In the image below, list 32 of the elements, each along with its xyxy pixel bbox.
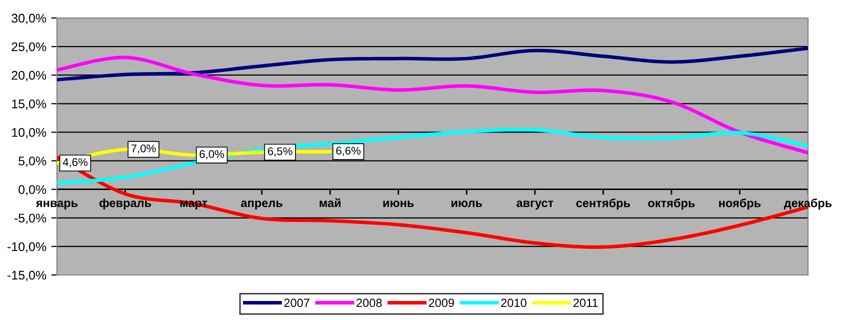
x-tick-label: май — [320, 198, 340, 208]
x-tick-label: апрель — [241, 200, 282, 210]
x-tick-label: февраль — [99, 198, 152, 210]
data-label: 4,6% — [62, 158, 88, 168]
y-tick-label: -5,0% — [14, 214, 46, 224]
data-label: 6,0% — [200, 150, 224, 160]
legend-label: 2011 — [573, 298, 598, 308]
x-tick-label: август — [516, 200, 554, 210]
data-label: 6,6% — [336, 146, 361, 156]
y-tick-label: 10,0% — [12, 128, 46, 138]
y-tick-label: 5,0% — [18, 156, 46, 167]
y-tick-label: 25,0% — [12, 42, 46, 53]
x-tick-label: январь — [36, 200, 78, 210]
y-tick-label: -10,0% — [8, 242, 46, 253]
x-tick-label: ноябрь — [719, 198, 761, 210]
x-tick-label: декабрь — [784, 198, 832, 210]
data-label: 6,5% — [268, 147, 292, 157]
x-tick-label: сентябрь — [576, 198, 630, 210]
legend-label: 2007 — [284, 298, 310, 308]
y-tick-label: 30,0% — [12, 14, 46, 24]
x-tick-label: июль — [452, 200, 482, 208]
x-tick-label: июнь — [383, 200, 414, 208]
x-tick-label: март — [180, 200, 208, 210]
x-tick-label: октябрь — [648, 198, 695, 210]
y-tick-label: 20,0% — [12, 70, 46, 82]
y-tick-label: 0,0% — [18, 185, 46, 196]
legend-label: 2008 — [356, 298, 382, 308]
y-tick-label: 15,0% — [12, 99, 46, 110]
data-label: 7,0% — [131, 144, 156, 154]
legend-label: 2009 — [428, 298, 454, 308]
y-tick-label: -15,0% — [8, 270, 46, 282]
legend-label: 2010 — [501, 298, 526, 308]
